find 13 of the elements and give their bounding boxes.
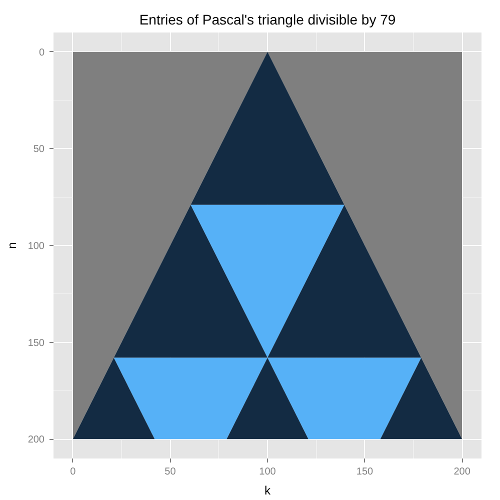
y-tick-label: 100 bbox=[28, 241, 45, 252]
x-tick-label: 200 bbox=[454, 466, 471, 478]
x-tick-label: 50 bbox=[164, 466, 176, 478]
y-tick-label: 200 bbox=[28, 434, 45, 446]
x-tick-label: 150 bbox=[356, 466, 374, 478]
x-tick-label: 0 bbox=[70, 466, 76, 478]
y-axis-title: n bbox=[4, 242, 19, 249]
y-tick-label: 0 bbox=[38, 47, 45, 58]
y-tick-label: 50 bbox=[33, 144, 45, 156]
y-tick-label: 150 bbox=[28, 338, 45, 349]
x-tick-label: 100 bbox=[259, 466, 276, 478]
x-axis-title: k bbox=[264, 484, 272, 498]
chart-title: Entries of Pascal's triangle divisible by 79 bbox=[139, 12, 396, 28]
